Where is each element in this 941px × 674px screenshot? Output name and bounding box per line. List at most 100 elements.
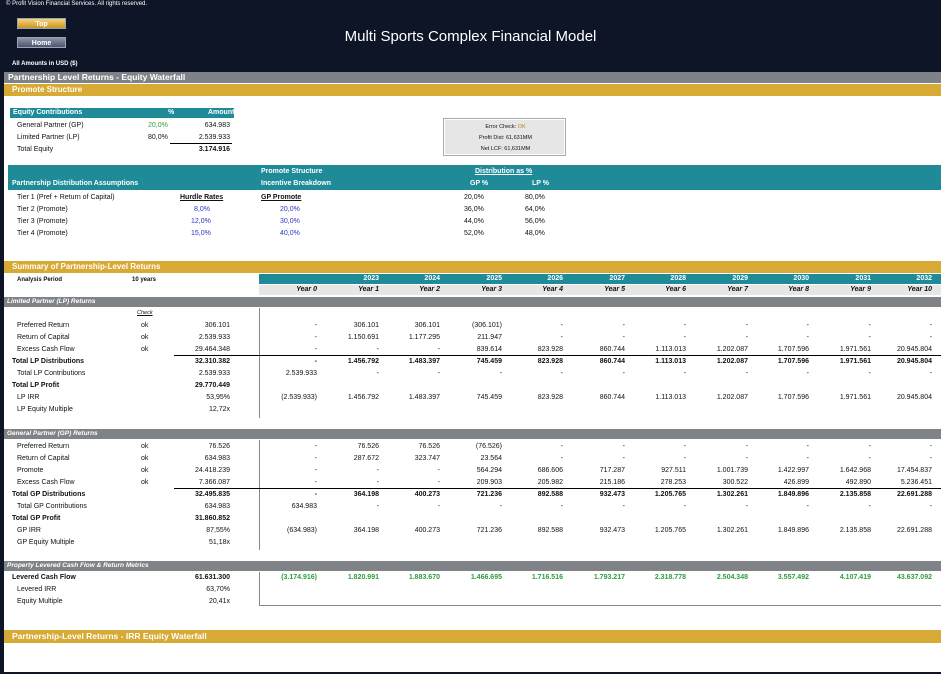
row-label: Excess Cash Flow [17,346,75,353]
row-label: LP IRR [17,394,40,401]
row-value: - [929,370,932,377]
row-value: - [929,322,932,329]
row-label: Total GP Distributions [12,491,86,498]
row-value: 860.744 [599,394,625,401]
spreadsheet: Partnership Level Returns - Equity Water… [4,72,941,672]
year-label: 2029 [732,275,748,282]
row-label: Total GP Profit [12,515,61,522]
row-value: (3.174.916) [281,574,317,581]
row-value: - [683,503,686,510]
row-value: 1.883.670 [408,574,440,581]
row-value: 721.236 [476,527,502,534]
row-label: Return of Capital [17,455,70,462]
row-total: 29.770.449 [194,382,230,389]
column-divider [259,308,260,418]
year-label: 2027 [609,275,625,282]
check-header: Check [137,310,153,316]
row-total: 31.860.852 [194,515,230,522]
row-value: - [683,443,686,450]
row-value: - [560,370,563,377]
row-value: - [745,370,748,377]
column-divider [259,440,260,550]
profit-dist: Profit Dist: 61,631MM [479,135,532,141]
amounts-note: All Amounts in USD ($) [12,61,78,67]
row-value: 1.971.561 [839,358,871,365]
row-value: - [376,479,379,486]
error-check-status: OK [517,124,526,130]
row-value: - [929,334,932,341]
row-value: 927.511 [661,467,686,474]
top-button[interactable]: Top [17,18,66,29]
tier-3-lp: 56,0% [525,218,545,225]
irr-waterfall-header: Partnership-Level Returns - IRR Equity W… [4,630,941,643]
row-value: 1.483.397 [408,394,440,401]
row-value: - [314,443,317,450]
row-value: - [560,443,563,450]
summary-header: Summary of Partnership-Level Returns [4,261,941,273]
gp-promote-header: GP Promote [261,194,302,201]
total-equity-amount: 3.174.916 [198,146,230,153]
row-value: - [314,334,317,341]
row-total: 76.526 [208,443,230,450]
row-value: 1.642.968 [839,467,871,474]
year-index-label: Year 7 [727,286,748,293]
row-label: GP IRR [17,527,41,534]
row-value: 1.971.561 [839,346,871,353]
row-value: 2.135.858 [839,527,871,534]
row-label: LP Equity Multiple [17,406,73,413]
check-status: ok [141,479,149,486]
row-value: - [376,346,379,353]
tier-3-label: Tier 3 (Promote) [17,218,68,225]
tier-1-gp: 20,0% [464,194,484,201]
gp-pct[interactable]: 20,0% [148,122,168,129]
year-label: 2026 [547,275,563,282]
home-button[interactable]: Home [17,37,66,48]
year-index-label: Year 8 [788,286,809,293]
row-total: 24.418.239 [194,467,230,474]
check-status: ok [141,346,149,353]
row-value: - [560,322,563,329]
row-value: 1.113.013 [655,346,686,353]
row-value: - [868,334,871,341]
tier-2-promote[interactable]: 20,0% [280,206,300,213]
row-value: 745.459 [476,394,502,401]
incentive-breakdown-label: Incentive Breakdown [261,180,332,187]
row-value: (306.101) [472,322,502,329]
row-value: - [437,503,440,510]
row-label: Total GP Contributions [17,503,87,510]
row-value: 287.672 [353,455,379,462]
tier-3-promote[interactable]: 30,0% [280,218,300,225]
row-value: 823.928 [537,394,563,401]
hurdle-rates-header: Hurdle Rates [180,194,224,201]
tier-3-hurdle[interactable]: 12,0% [191,218,211,225]
gp-section-header: General Partner (GP) Returns [4,429,941,439]
row-value: 1.707.596 [777,358,809,365]
page-title: Multi Sports Complex Financial Model [344,28,597,45]
row-value: - [745,334,748,341]
year-index-band [259,285,941,295]
equity-contributions-header: Equity Contributions % Amount [10,108,234,118]
tier-4-hurdle[interactable]: 15,0% [191,230,211,237]
row-value: 1.466.695 [470,574,502,581]
row-value: - [437,479,440,486]
tier-2-hurdle[interactable]: 8,0% [194,206,210,213]
row-value: - [683,334,686,341]
year-label: 2030 [793,275,809,282]
year-label: 2023 [363,275,379,282]
divider [174,355,941,356]
row-value: 745.459 [476,358,502,365]
row-total: 12,72x [208,406,230,413]
row-label: Levered Cash Flow [12,574,76,581]
row-value: 76.526 [357,443,379,450]
year-label: 2024 [424,275,440,282]
row-value: 323.747 [414,455,440,462]
tier-4-promote[interactable]: 40,0% [280,230,300,237]
row-total: 63,70% [206,586,230,593]
row-value: 22.691.288 [896,527,932,534]
row-value: - [314,358,317,365]
row-value: - [499,370,502,377]
tier-2-label: Tier 2 (Promote) [17,206,68,213]
row-value: 1.113.013 [655,394,686,401]
analysis-period-value: 10 years [132,277,157,283]
row-value: 205.982 [537,479,563,486]
